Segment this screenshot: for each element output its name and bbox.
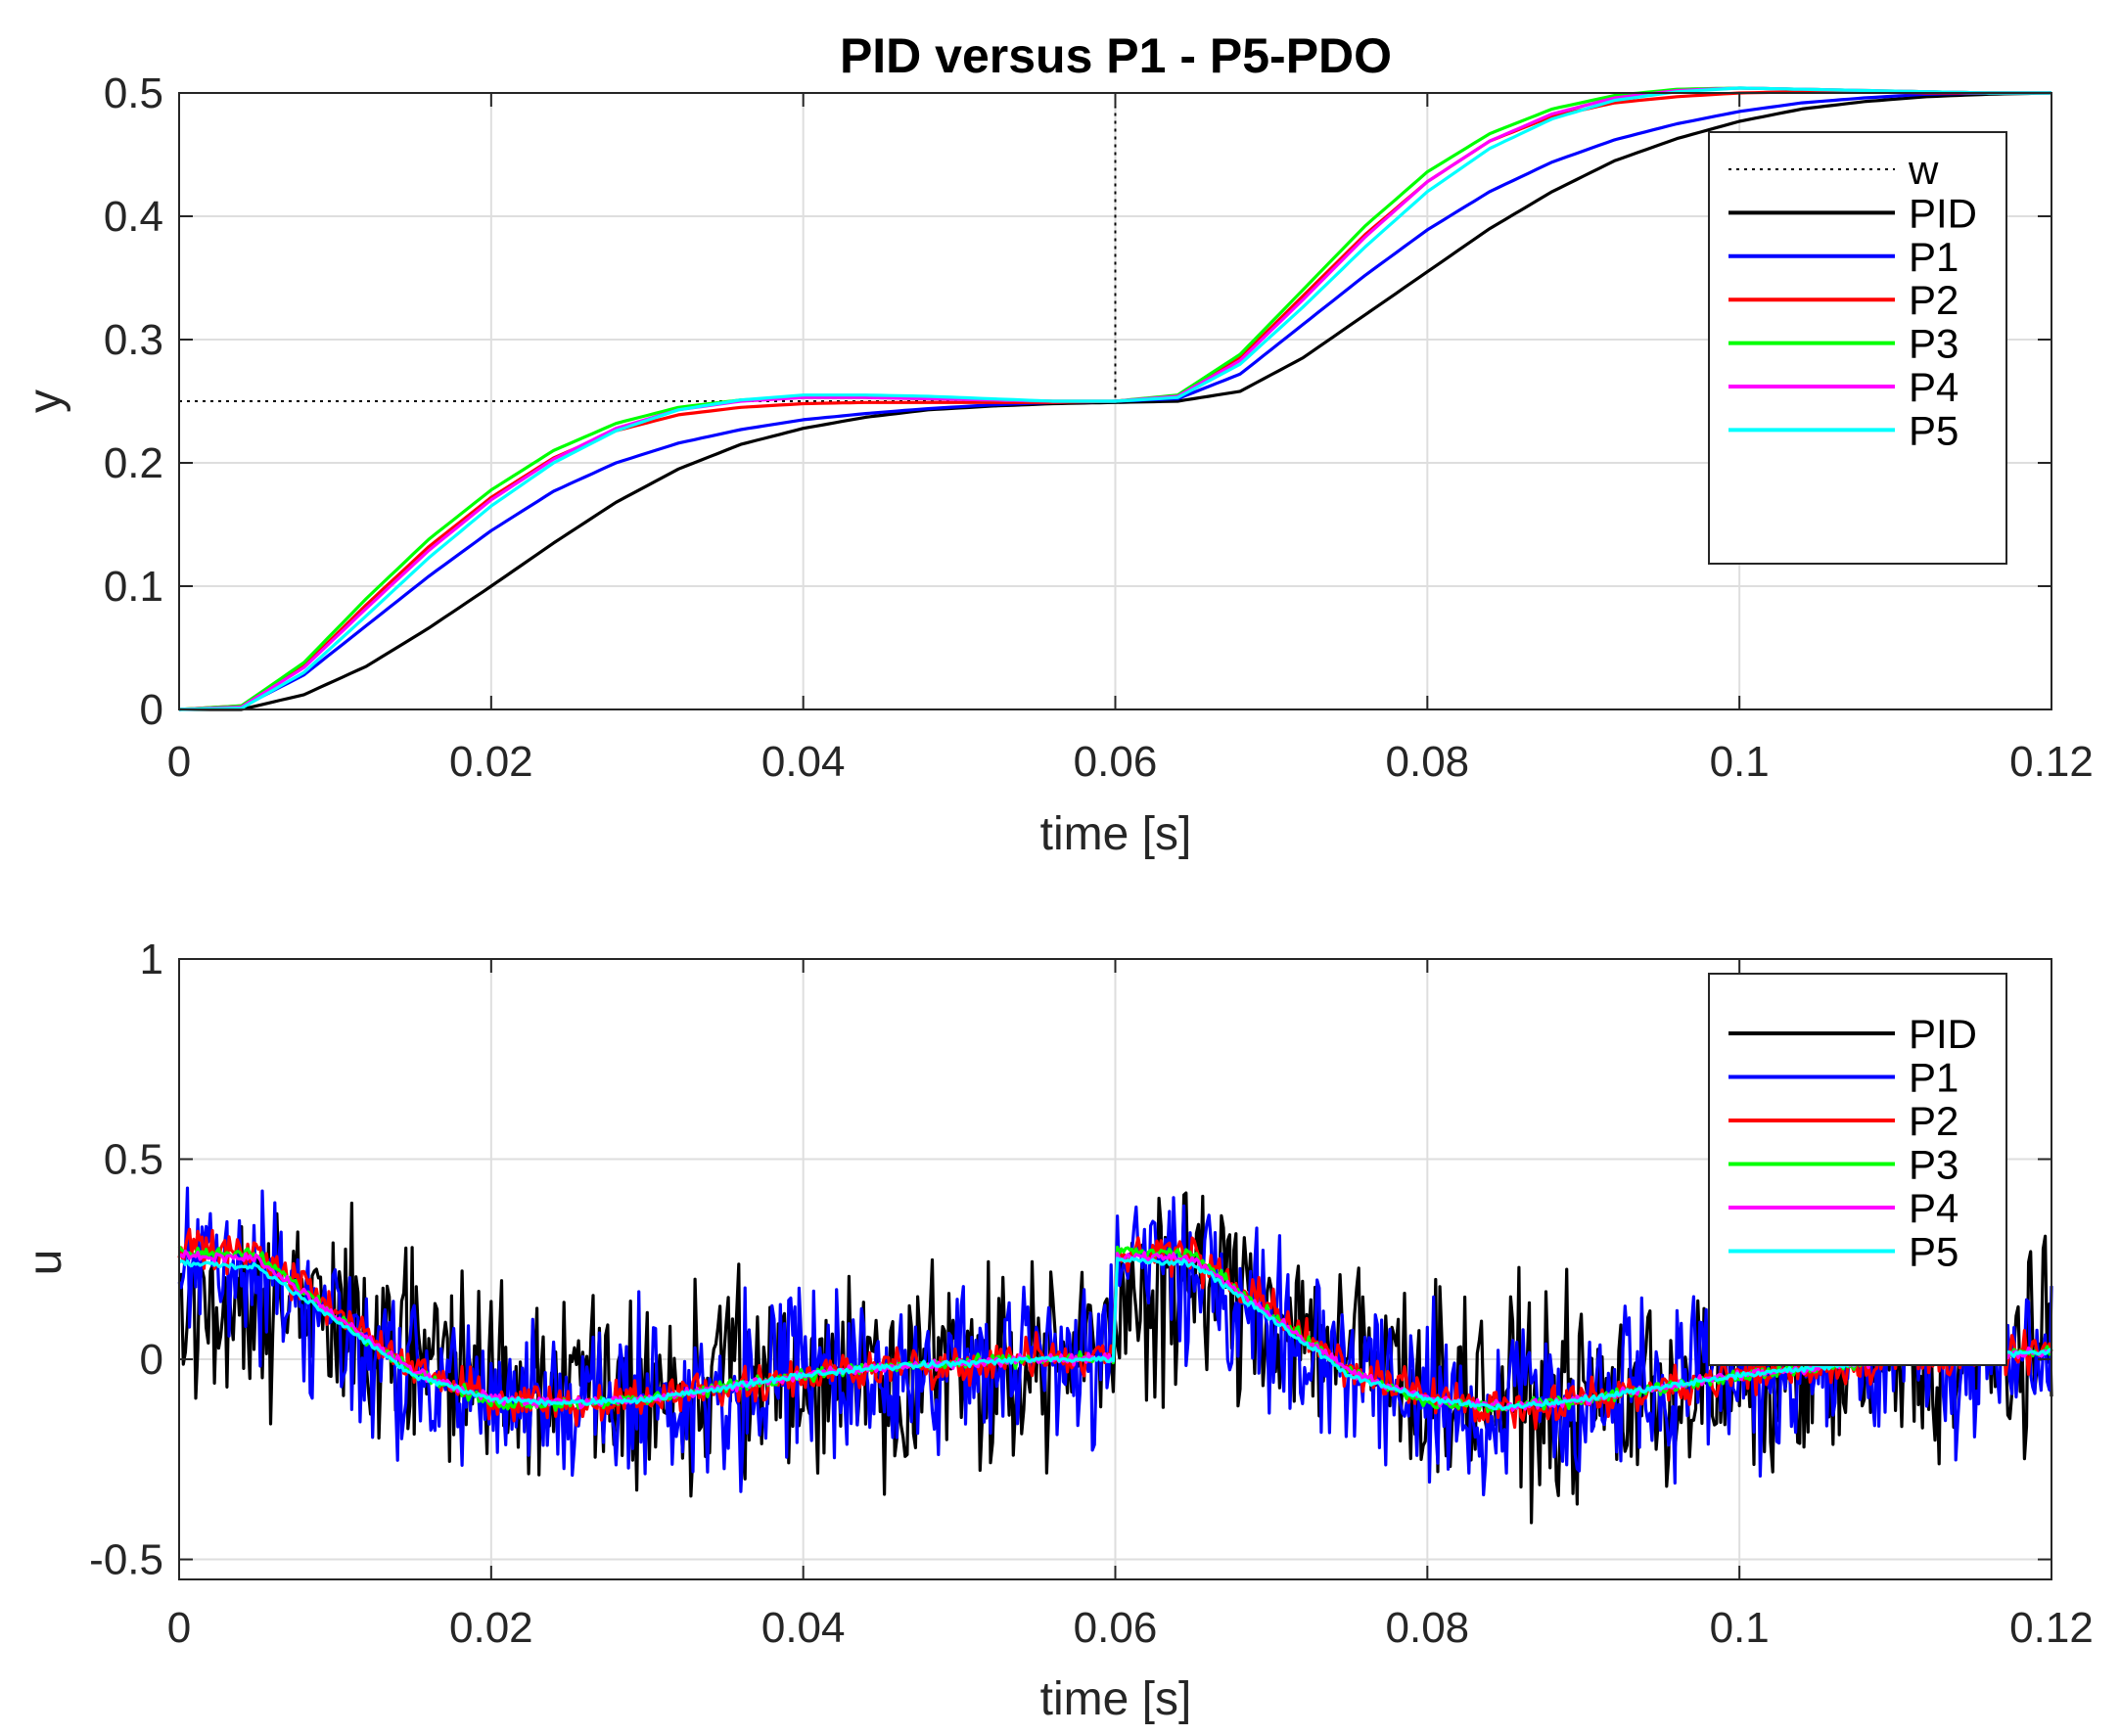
x-tick-label: 0.12 xyxy=(2009,738,2094,786)
legend-label-p5: P5 xyxy=(1909,407,1959,453)
x-tick-label: 0.04 xyxy=(761,738,846,786)
x-tick-label: 0.06 xyxy=(1074,1604,1158,1652)
legend-label-p3: P3 xyxy=(1909,321,1959,367)
legend-label-w: w xyxy=(1908,147,1939,193)
top-ticks: 0 0.02 0.04 0.06 0.08 0.1 0.12 0 0.1 0.2 0.3 0.4 0.5 xyxy=(104,69,2094,786)
y-tick-label: -0.5 xyxy=(89,1536,163,1584)
reference-line-w xyxy=(179,92,2051,402)
top-subplot: 0 0.02 0.04 0.06 0.08 0.1 0.12 0 0.1 0.2 0.3 0.4 0.5… xyxy=(20,69,2094,860)
y-tick-label: 1 xyxy=(140,936,163,983)
legend-label-pid: PID xyxy=(1909,190,1977,236)
bottom-legend-box xyxy=(1708,973,2007,1366)
top-series-group xyxy=(178,86,2052,711)
legend-label-p2: P2 xyxy=(1909,1098,1959,1144)
legend-label-p1: P1 xyxy=(1909,234,1959,280)
legend-label-p5: P5 xyxy=(1909,1229,1959,1275)
legend-label-p1: P1 xyxy=(1909,1055,1959,1101)
y-tick-label: 0.1 xyxy=(104,563,163,611)
y-tick-label: 0.5 xyxy=(104,1136,163,1184)
bottom-ticks: 0 0.02 0.04 0.06 0.08 0.1 0.12-0.500.51 xyxy=(89,936,2094,1652)
bottom-series-group xyxy=(177,1186,2053,1525)
y-tick-label: 0.4 xyxy=(104,193,163,241)
y-tick-label: 0.5 xyxy=(104,69,163,117)
x-tick-label: 0 xyxy=(167,1604,191,1652)
bottom-subplot: 0 0.02 0.04 0.06 0.08 0.1 0.12-0.500.51 time [… xyxy=(20,936,2094,1725)
bottom-x-axis-label: time [s] xyxy=(1040,1673,1192,1725)
series-line-p5 xyxy=(178,1256,2052,1411)
legend-label-pid: PID xyxy=(1909,1011,1977,1057)
top-reference-line xyxy=(179,92,2051,402)
x-tick-label: 0.1 xyxy=(1710,738,1770,786)
top-y-axis-label: y xyxy=(20,389,71,413)
x-tick-label: 0.12 xyxy=(2009,1604,2094,1652)
top-legend-box xyxy=(1708,131,2007,565)
x-tick-label: 0 xyxy=(167,738,191,786)
x-tick-label: 0.06 xyxy=(1074,738,1158,786)
legend-label-p4: P4 xyxy=(1909,364,1959,410)
y-tick-label: 0.3 xyxy=(104,316,163,364)
y-tick-label: 0 xyxy=(140,686,163,734)
y-tick-label: 0 xyxy=(140,1336,163,1384)
x-tick-label: 0.08 xyxy=(1386,1604,1470,1652)
series-line-p5 xyxy=(178,86,2051,711)
x-tick-label: 0.1 xyxy=(1710,1604,1770,1652)
top-x-axis-label: time [s] xyxy=(1040,808,1192,860)
x-tick-label: 0.04 xyxy=(761,1604,846,1652)
legend-label-p3: P3 xyxy=(1909,1142,1959,1188)
bottom-y-axis-label: u xyxy=(20,1250,71,1276)
x-tick-label: 0.02 xyxy=(449,1604,533,1652)
x-tick-label: 0.02 xyxy=(449,738,533,786)
y-tick-label: 0.2 xyxy=(104,439,163,487)
chart-title: PID versus P1 - P5-PDO xyxy=(840,28,1392,83)
x-tick-label: 0.08 xyxy=(1386,738,1470,786)
legend-label-p4: P4 xyxy=(1909,1185,1959,1231)
legend-label-p2: P2 xyxy=(1909,277,1959,323)
